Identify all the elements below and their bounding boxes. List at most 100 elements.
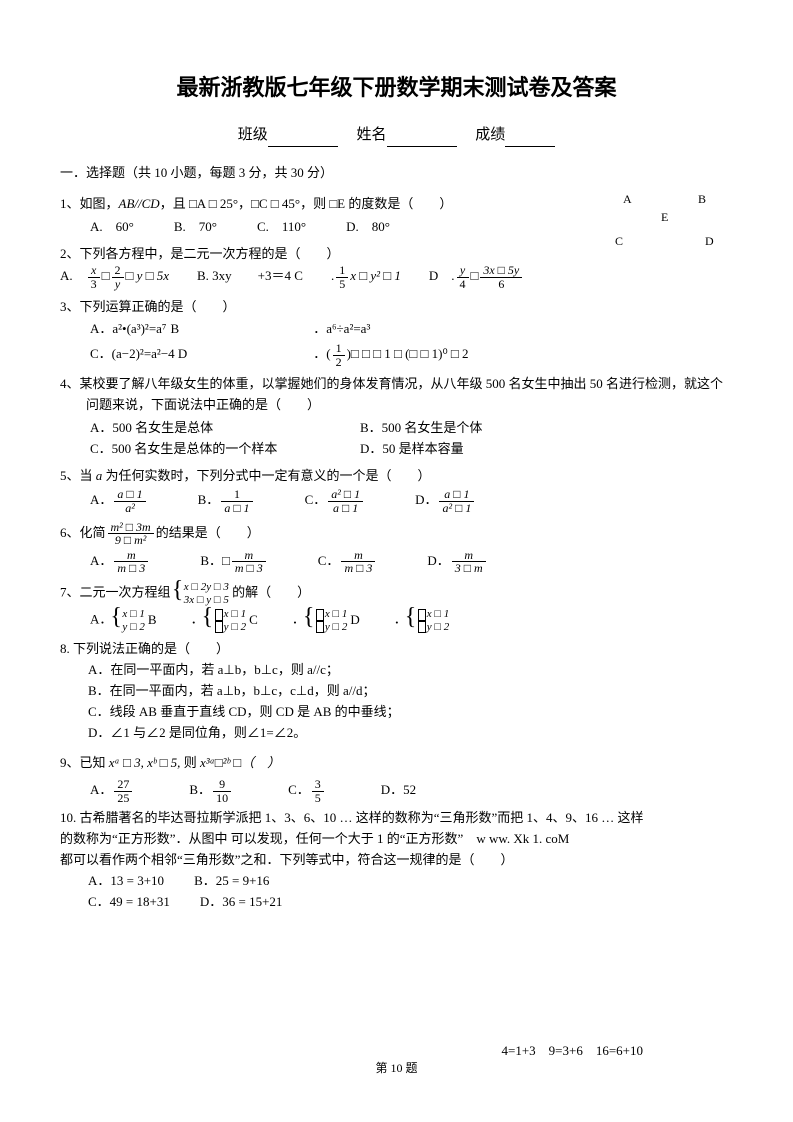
- question-9: 9、已知 xᵃ □ 3, xᵇ □ 5, 则 x³ᵃ□²ᵇ □（ ） A．272…: [60, 753, 733, 804]
- q2-opt-c: .15x □ y² □ 1: [331, 264, 401, 290]
- question-7: 7、二元一次方程组 x □ 2y □ 33x □ y □ 5 的解（ ） A．x…: [60, 581, 733, 634]
- diagram-pt-b: B: [698, 190, 706, 209]
- q10-opts-row2: C．49 = 18+31 D．36 = 15+21: [88, 892, 733, 913]
- q6-opt-d: D．m3 □ m: [427, 549, 487, 575]
- question-1: 1、如图，AB//CD，且 □A □ 25°，□C □ 45°，则 □E 的度数…: [60, 194, 733, 238]
- q5-options: A．a □ 1a² B．1a □ 1 C．a² □ 1a □ 1 D．a □ 1…: [90, 488, 733, 514]
- q3-stem: 3、下列运算正确的是（ ）: [60, 297, 733, 318]
- q7-stem: 7、二元一次方程组 x □ 2y □ 33x □ y □ 5 的解（ ）: [60, 581, 733, 606]
- q2a-n1: x: [88, 264, 100, 277]
- section-1-head: 一．选择题（共 10 小题，每题 3 分，共 30 分）: [60, 163, 733, 184]
- q2c-pre: .: [331, 268, 334, 283]
- diagram-pt-e: E: [661, 208, 668, 227]
- q2a-d1: 3: [88, 277, 100, 291]
- q2d-n2: 3x □ 5y: [480, 264, 522, 277]
- q2a-tail: □ y □ 5x: [126, 268, 170, 283]
- question-3: 3、下列运算正确的是（ ） A．a²•(a³)²=a⁷B ．a⁶÷a²=a³ C…: [60, 297, 733, 369]
- q3a-tail: B: [170, 321, 179, 336]
- q7-opt-c: ．x □ 1y □ 2D: [292, 608, 360, 633]
- q3d-d: 2: [333, 355, 345, 369]
- q5-stem: 5、当 a 为任何实数时，下列分式中一定有意义的一个是（ ）: [60, 466, 733, 487]
- footer-page-label: 第 10 题: [0, 1059, 793, 1078]
- q8-opt-a: A．在同一平面内，若 a⊥b，b⊥c，则 a//c；: [88, 660, 733, 681]
- q5-opt-c: C．a² □ 1a □ 1: [305, 488, 366, 514]
- q5-opt-b: B．1a □ 1: [198, 488, 255, 514]
- question-5: 5、当 a 为任何实数时，下列分式中一定有意义的一个是（ ） A．a □ 1a²…: [60, 466, 733, 515]
- q4-opt-b: B．500 名女生是个体: [360, 418, 630, 439]
- q2c-n: 1: [336, 264, 348, 277]
- q8-opt-d: D．∠1 与∠2 是同位角，则∠1=∠2。: [88, 723, 733, 744]
- q2-opt-d: D .y4□3x □ 5y6: [429, 264, 524, 290]
- name-blank[interactable]: [387, 131, 457, 148]
- q10-line1: 10. 古希腊著名的毕达哥拉斯学派把 1、3、6、10 … 这样的数称为“三角形…: [60, 808, 733, 829]
- page-title: 最新浙教版七年级下册数学期末测试卷及答案: [60, 70, 733, 105]
- q2d-mid: □: [471, 268, 479, 283]
- q7-stem-b: 的解（ ）: [232, 585, 310, 600]
- score-label: 成绩: [475, 127, 505, 143]
- q7-opt-b: ．x □ 1y □ 2C: [191, 608, 258, 633]
- q1-opt-b: B. 70°: [174, 217, 217, 238]
- question-10: 10. 古希腊著名的毕达哥拉斯学派把 1、3、6、10 … 这样的数称为“三角形…: [60, 808, 733, 912]
- q1-stem-b: ，且 □A □ 25°，□C □ 45°，则 □E 的度数是（ ）: [160, 196, 453, 211]
- q3d-pre: ．(: [313, 346, 330, 361]
- class-blank[interactable]: [268, 131, 338, 148]
- name-label: 姓名: [356, 127, 386, 143]
- q4-opt-a: A．500 名女生是总体: [90, 418, 360, 439]
- q4-options: A．500 名女生是总体B．500 名女生是个体 C．500 名女生是总体的一个…: [90, 418, 733, 460]
- q3-line2: C．(a−2)²=a²−4 D ．(12)□ □ □ 1 □ (□ □ 1)⁰ …: [90, 342, 733, 368]
- q10-opt-c: C．49 = 18+31: [88, 892, 170, 913]
- q2c-d: 5: [336, 277, 348, 291]
- q2d-d: 4: [457, 277, 469, 291]
- question-8: 8. 下列说法正确的是（ ） A．在同一平面内，若 a⊥b，b⊥c，则 a//c…: [60, 639, 733, 743]
- q10-line2: 的数称为“正方形数”．从图中 可以发现，任何一个大于 1 的“正方形数” w w…: [60, 829, 733, 850]
- q8-opt-c: C．线段 AB 垂直于直线 CD，则 CD 是 AB 的中垂线；: [88, 702, 733, 723]
- q4-opt-d: D．50 是样本容量: [360, 439, 630, 460]
- q5-stem-b: 为任何实数时，下列分式中一定有意义的一个是（ ）: [102, 468, 430, 483]
- q2a-d2: y: [112, 277, 124, 291]
- q2-opt-b: B. 3xy +3＝4 C: [197, 266, 303, 287]
- q7-options: A．x □ 1y □ 2B ．x □ 1y □ 2C ．x □ 1y □ 2D …: [90, 608, 733, 633]
- q1-opt-d: D. 80°: [346, 217, 390, 238]
- q10-opt-d: D．36 = 15+21: [200, 892, 283, 913]
- q7-system: x □ 2y □ 33x □ y □ 5: [174, 581, 229, 606]
- q10-opt-a: A．13 = 3+10: [88, 871, 164, 892]
- q3-opt-a: A．a²•(a³)²=a⁷B: [90, 319, 310, 340]
- q5-opt-d: D．a □ 1a² □ 1: [415, 488, 476, 514]
- question-2: 2、下列各方程中，是二元一次方程的是（ ） A. x3□2y□ y □ 5x B…: [60, 244, 733, 291]
- q6-stem-b: 的结果是（ ）: [156, 525, 260, 540]
- q2a-mid: □: [102, 268, 110, 283]
- q3-line1: A．a²•(a³)²=a⁷B ．a⁶÷a²=a³: [90, 319, 733, 340]
- q9-stem-b: 则: [180, 755, 200, 770]
- q9-expr: x³ᵃ□²ᵇ □（ ）: [200, 755, 280, 770]
- question-6: 6、化简m² □ 3m9 □ m²的结果是（ ） A．mm □ 3 B．□mm …: [60, 521, 733, 575]
- q6-stem: 6、化简m² □ 3m9 □ m²的结果是（ ）: [60, 521, 733, 547]
- q2-options: A. x3□2y□ y □ 5x B. 3xy +3＝4 C .15x □ y²…: [60, 264, 733, 290]
- student-info-line: 班级 姓名 成绩: [60, 123, 733, 147]
- q9-xa: xᵃ □ 3, xᵇ □ 5,: [109, 755, 181, 770]
- q1-abcd: AB//CD: [119, 196, 160, 211]
- q9-stem: 9、已知 xᵃ □ 3, xᵇ □ 5, 则 x³ᵃ□²ᵇ □（ ）: [60, 753, 733, 774]
- q9-opt-d: D．52: [381, 780, 416, 801]
- score-blank[interactable]: [505, 131, 555, 148]
- q2d-n: y: [457, 264, 469, 277]
- q9-opt-b: B．910: [189, 778, 233, 804]
- q2c-tail: x □ y² □ 1: [350, 268, 401, 283]
- q2d-d2: 6: [480, 277, 522, 291]
- q9-opt-a: A．2725: [90, 778, 134, 804]
- q3-opt-b: ．a⁶÷a²=a³: [313, 321, 370, 336]
- q5-opt-a: A．a □ 1a²: [90, 488, 148, 514]
- q3-opt-d: ．(12)□ □ □ 1 □ (□ □ 1)⁰ □ 2: [313, 346, 468, 361]
- class-label: 班级: [238, 127, 268, 143]
- q2d-pre: D .: [429, 268, 455, 283]
- q3d-tail: )□ □ □ 1 □ (□ □ 1)⁰ □ 2: [347, 346, 469, 361]
- diagram-pt-a: A: [623, 190, 632, 209]
- q4-opt-c: C．500 名女生是总体的一个样本: [90, 439, 360, 460]
- q4-stem: 4、某校要了解八年级女生的体重，以掌握她们的身体发育情况，从八年级 500 名女…: [60, 374, 733, 416]
- q9-opt-c: C．35: [288, 778, 326, 804]
- q6-opt-c: C．mm □ 3: [318, 549, 378, 575]
- q6-options: A．mm □ 3 B．□mm □ 3 C．mm □ 3 D．m3 □ m: [90, 549, 733, 575]
- q2a-n2: 2: [112, 264, 124, 277]
- q1-opt-a: A. 60°: [90, 217, 134, 238]
- q10-opts-row1: A．13 = 3+10 B．25 = 9+16 …: [88, 871, 733, 892]
- q6-opt-a: A．mm □ 3: [90, 549, 150, 575]
